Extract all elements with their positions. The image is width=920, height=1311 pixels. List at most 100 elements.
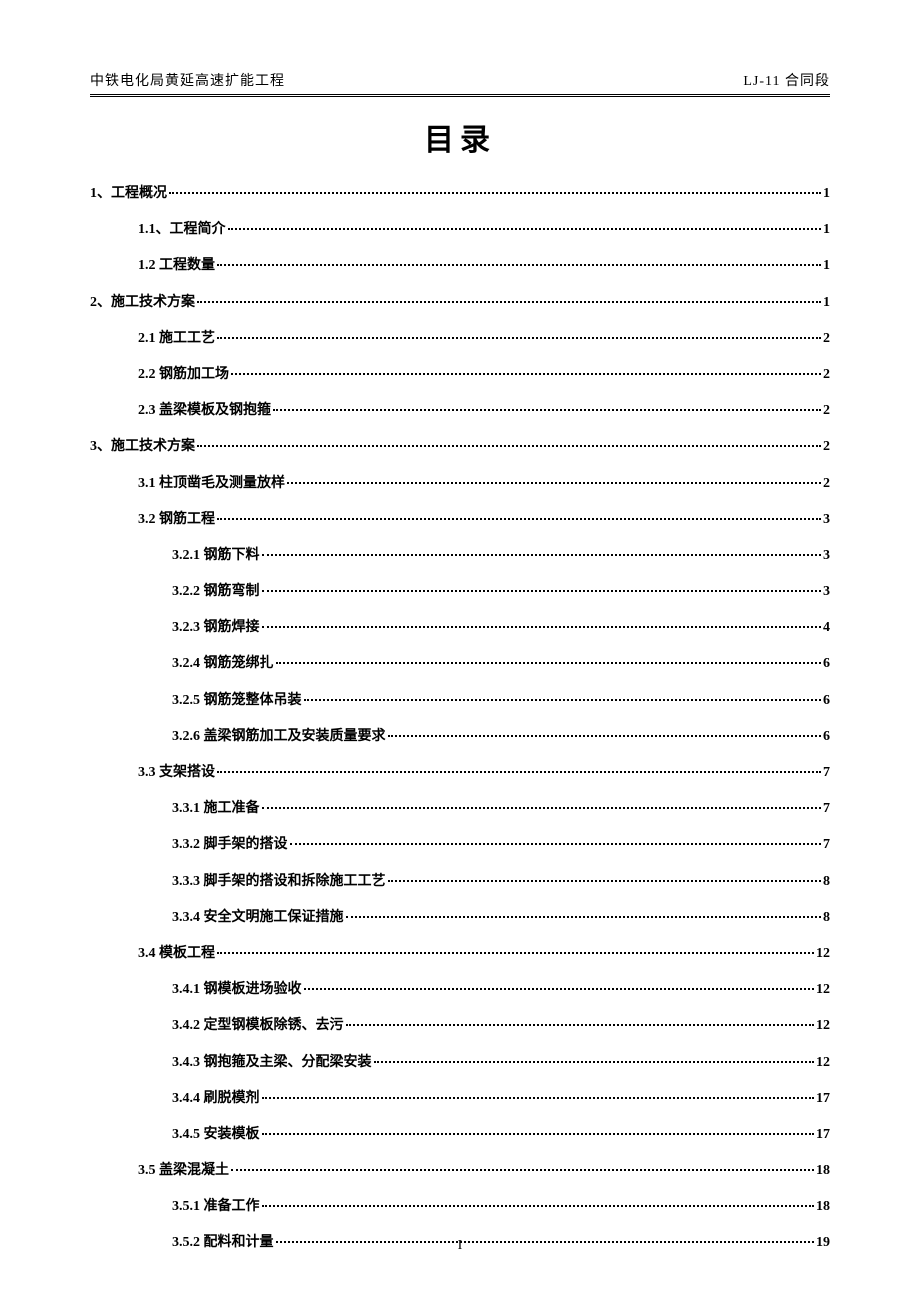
toc-dots-leader [262, 1097, 815, 1099]
toc-dots-leader [388, 880, 822, 882]
toc-entry: 1、工程概况1 [90, 185, 830, 203]
toc-dots-leader [273, 409, 821, 411]
toc-dots-leader [262, 554, 822, 556]
toc-entry-label: 3.3.3 脚手架的搭设和拆除施工工艺 [172, 873, 386, 891]
toc-dots-leader [231, 373, 821, 375]
toc-entry: 3.2.1 钢筋下料3 [172, 547, 830, 565]
toc-entry-label: 3.5 盖梁混凝土 [138, 1162, 229, 1180]
toc-entry-page: 2 [823, 475, 830, 493]
page-header: 中铁电化局黄延高速扩能工程 LJ-11 合同段 [90, 70, 830, 97]
toc-dots-leader [304, 988, 815, 990]
toc-entry-label: 1.2 工程数量 [138, 257, 215, 275]
toc-entry: 3、施工技术方案2 [90, 438, 830, 456]
toc-entry-page: 12 [816, 945, 830, 963]
toc-entry-label: 3.4.2 定型钢模板除锈、去污 [172, 1017, 344, 1035]
toc-entry-label: 3.2.2 钢筋弯制 [172, 583, 260, 601]
toc-entry-label: 2.2 钢筋加工场 [138, 366, 229, 384]
toc-entry-page: 2 [823, 366, 830, 384]
toc-entry: 3.4 模板工程 12 [138, 945, 830, 963]
toc-entry-label: 3.4.1 钢模板进场验收 [172, 981, 302, 999]
toc-dots-leader [217, 337, 821, 339]
toc-entry: 2、施工技术方案1 [90, 294, 830, 312]
table-of-contents: 1、工程概况11.1、工程简介11.2 工程数量12、施工技术方案12.1 施工… [90, 185, 830, 1253]
toc-entry: 3.2.4 钢筋笼绑扎6 [172, 655, 830, 673]
toc-entry-label: 2.3 盖梁模板及钢抱箍 [138, 402, 271, 420]
toc-entry-label: 3.5.1 准备工作 [172, 1198, 260, 1216]
header-right-text: LJ-11 合同段 [743, 70, 830, 90]
toc-entry: 3.4.1 钢模板进场验收12 [172, 981, 830, 999]
toc-entry: 3.5.1 准备工作18 [172, 1198, 830, 1216]
toc-entry-page: 7 [823, 764, 830, 782]
toc-entry: 2.1 施工工艺 2 [138, 330, 830, 348]
toc-entry: 3.3.3 脚手架的搭设和拆除施工工艺 8 [172, 873, 830, 891]
page-number: I [0, 1238, 920, 1254]
toc-entry-page: 2 [823, 402, 830, 420]
toc-entry-label: 3.3.2 脚手架的搭设 [172, 836, 288, 854]
toc-dots-leader [231, 1169, 814, 1171]
toc-entry: 3.2.3 钢筋焊接 4 [172, 619, 830, 637]
toc-dots-leader [262, 590, 822, 592]
toc-entry-page: 1 [823, 257, 830, 275]
toc-dots-leader [262, 1133, 815, 1135]
toc-entry-page: 6 [823, 728, 830, 746]
toc-dots-leader [304, 699, 822, 701]
toc-dots-leader [217, 264, 821, 266]
toc-dots-leader [346, 1024, 815, 1026]
toc-entry-page: 18 [816, 1162, 830, 1180]
toc-entry-page: 7 [823, 836, 830, 854]
toc-entry-page: 4 [823, 619, 830, 637]
toc-entry-page: 3 [823, 547, 830, 565]
toc-entry: 3.2 钢筋工程3 [138, 511, 830, 529]
toc-entry: 3.3.2 脚手架的搭设 7 [172, 836, 830, 854]
toc-entry: 3.2.6 盖梁钢筋加工及安装质量要求 6 [172, 728, 830, 746]
toc-entry: 1.2 工程数量 1 [138, 257, 830, 275]
toc-entry-label: 3.4 模板工程 [138, 945, 215, 963]
header-left-text: 中铁电化局黄延高速扩能工程 [90, 70, 285, 90]
toc-entry: 2.3 盖梁模板及钢抱箍 2 [138, 402, 830, 420]
toc-dots-leader [262, 1205, 815, 1207]
toc-dots-leader [197, 301, 821, 303]
toc-dots-leader [276, 662, 822, 664]
toc-entry-label: 1.1、工程简介 [138, 221, 226, 239]
toc-entry: 3.3.1 施工准备7 [172, 800, 830, 818]
toc-entry-page: 17 [816, 1090, 830, 1108]
toc-entry: 3.5 盖梁混凝土 18 [138, 1162, 830, 1180]
toc-entry-page: 2 [823, 330, 830, 348]
toc-dots-leader [262, 626, 822, 628]
toc-title: 目录 [90, 115, 830, 159]
toc-entry-label: 3.2.4 钢筋笼绑扎 [172, 655, 274, 673]
toc-entry-label: 3.4.3 钢抱箍及主梁、分配梁安装 [172, 1054, 372, 1072]
toc-entry-label: 3.3 支架搭设 [138, 764, 215, 782]
toc-entry: 3.4.4 刷脱模剂 17 [172, 1090, 830, 1108]
toc-dots-leader [217, 518, 821, 520]
toc-dots-leader [262, 807, 822, 809]
toc-entry-page: 1 [823, 294, 830, 312]
toc-dots-leader [287, 482, 821, 484]
toc-entry-page: 7 [823, 800, 830, 818]
toc-dots-leader [290, 843, 822, 845]
toc-entry-label: 3.2.3 钢筋焊接 [172, 619, 260, 637]
toc-dots-leader [217, 952, 814, 954]
toc-entry-page: 8 [823, 909, 830, 927]
toc-entry: 3.1 柱顶凿毛及测量放样 2 [138, 475, 830, 493]
toc-entry-page: 1 [823, 185, 830, 203]
toc-entry: 1.1、工程简介1 [138, 221, 830, 239]
toc-entry-label: 3.4.4 刷脱模剂 [172, 1090, 260, 1108]
toc-entry: 3.2.5 钢筋笼整体吊装6 [172, 692, 830, 710]
toc-entry-label: 3.1 柱顶凿毛及测量放样 [138, 475, 285, 493]
toc-entry-label: 3.2.5 钢筋笼整体吊装 [172, 692, 302, 710]
toc-entry-page: 2 [823, 438, 830, 456]
toc-entry-label: 3.2.6 盖梁钢筋加工及安装质量要求 [172, 728, 386, 746]
toc-entry-page: 8 [823, 873, 830, 891]
toc-entry-page: 12 [816, 1017, 830, 1035]
toc-entry-page: 17 [816, 1126, 830, 1144]
toc-entry-label: 2.1 施工工艺 [138, 330, 215, 348]
toc-dots-leader [388, 735, 822, 737]
toc-entry-page: 12 [816, 1054, 830, 1072]
toc-dots-leader [374, 1061, 815, 1063]
toc-dots-leader [217, 771, 821, 773]
toc-entry: 2.2 钢筋加工场 2 [138, 366, 830, 384]
page-container: 中铁电化局黄延高速扩能工程 LJ-11 合同段 目录 1、工程概况1 1.1、工程… [0, 0, 920, 1311]
toc-dots-leader [228, 228, 822, 230]
toc-entry-label: 3.2 钢筋工程 [138, 511, 215, 529]
